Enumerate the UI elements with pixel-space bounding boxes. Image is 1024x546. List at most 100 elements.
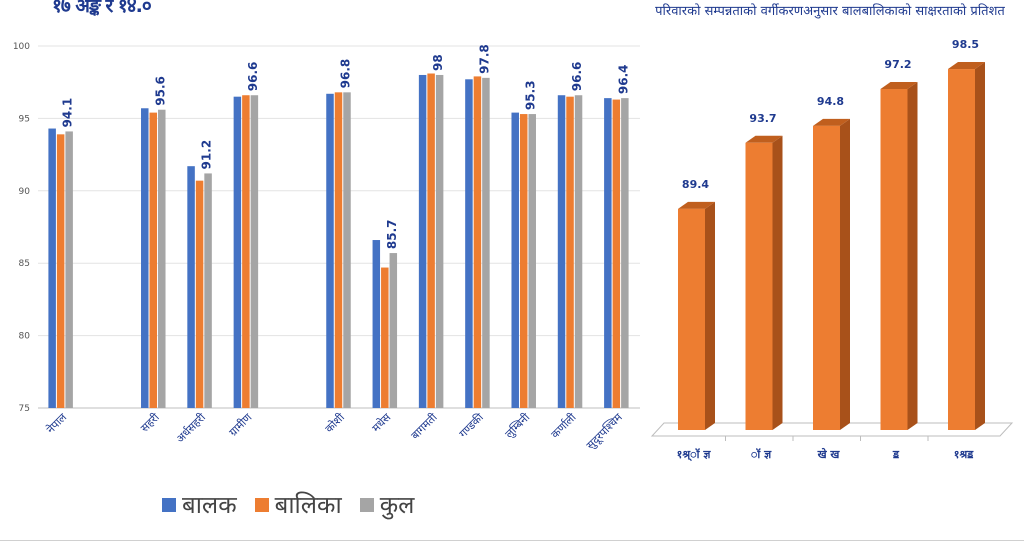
category-label-8: बागमती (409, 411, 440, 442)
bar-girls-6 (334, 92, 343, 408)
data-label-0: 94.1 (61, 98, 75, 128)
bar-boys-4 (233, 96, 242, 409)
bar-girls-7 (381, 267, 389, 408)
bar-boys-11 (557, 95, 566, 409)
bar3d-front-4 (948, 69, 975, 430)
bar3d-side-2 (840, 118, 850, 430)
bar-boys-6 (326, 93, 334, 408)
y-tick-label: 95 (19, 114, 30, 124)
bar-total-2 (158, 109, 166, 408)
data-label-10: 95.3 (524, 80, 538, 110)
bar-girls-12 (612, 99, 621, 409)
bar-girls-10 (519, 114, 528, 408)
bar-total-8 (435, 74, 444, 409)
bar-boys-2 (141, 108, 149, 408)
category-label-3: अर्धसहरी (174, 411, 209, 446)
legend-label-total: कुल (379, 491, 415, 519)
data-label-8: 98 (431, 54, 445, 71)
data-label-4: 96.6 (246, 62, 260, 92)
bar3d-data-label-1: 93.7 (749, 112, 776, 125)
bar-boys-7 (372, 240, 381, 408)
bar3d-category-label-3: ॾ (892, 448, 900, 461)
bar-total-11 (574, 95, 583, 409)
y-tick-label: 75 (19, 404, 30, 414)
legend-item-girls: बालिका (254, 488, 342, 521)
bar3d-data-label-0: 89.4 (682, 178, 709, 191)
bar3d-top-1 (745, 135, 783, 143)
category-label-2: सहरी (138, 411, 162, 435)
bar-girls-11 (566, 96, 574, 409)
legend-item-total: कुल (359, 488, 415, 521)
data-label-3: 91.2 (200, 140, 214, 170)
bar-total-4 (250, 95, 259, 409)
bar3d-front-2 (813, 125, 840, 430)
bar-girls-9 (473, 76, 482, 409)
bar3d-front-1 (745, 142, 773, 430)
bar3d-front-0 (678, 208, 705, 430)
category-label-9: गण्डकी (457, 411, 487, 441)
bar-boys-3 (187, 166, 195, 408)
bar-total-12 (621, 98, 629, 409)
bar3d-category-label-4: १श्रॾ (954, 448, 975, 461)
bar-boys-9 (465, 79, 473, 408)
y-tick-label: 100 (13, 42, 30, 52)
bar-boys-10 (511, 112, 519, 408)
legend: बालक बालिका कुल (162, 488, 414, 521)
bar3d-side-1 (772, 135, 783, 430)
bar3d-top-0 (678, 201, 715, 209)
bar-boys-8 (418, 74, 427, 409)
bar-boys-12 (604, 98, 612, 409)
data-label-11: 96.6 (570, 62, 584, 92)
bar-girls-2 (149, 112, 158, 408)
right-chart-title: परिवारको सम्पन्नताको वर्गीकरणअनुसार बालब… (655, 4, 1005, 19)
legend-label-girls: बालिका (274, 491, 342, 519)
category-label-4: ग्रामीण (227, 410, 256, 439)
chart-header-partial: १७ अङ्क र १४.० (52, 0, 152, 17)
bar-total-10 (528, 114, 536, 408)
bar3d-top-3 (880, 82, 918, 90)
bar3d-top-2 (813, 118, 850, 126)
y-tick-label: 90 (19, 187, 31, 197)
data-label-12: 96.4 (616, 65, 630, 95)
bar-total-3 (204, 173, 212, 408)
bar3d-side-0 (705, 201, 715, 430)
bar3d-top-4 (948, 62, 985, 70)
bar3d-front-3 (880, 89, 908, 431)
bar3d-side-4 (975, 62, 985, 430)
bar3d-side-3 (907, 82, 918, 431)
bar3d-category-label-0: १श्र्ॉ ज्ञ (677, 448, 712, 462)
footer-divider (0, 540, 1024, 541)
category-label-12: सुदूरपश्चिम (584, 411, 626, 453)
bar-boys-0 (48, 128, 56, 408)
category-label-7: मधेस (370, 411, 394, 435)
category-label-10: लुम्बिनी (503, 411, 533, 441)
bar-girls-0 (56, 134, 65, 408)
legend-swatch-girls (254, 497, 269, 512)
legend-swatch-boys (162, 497, 176, 512)
bar-total-6 (343, 92, 351, 408)
bar-total-7 (389, 253, 398, 408)
bar-girls-3 (195, 180, 204, 408)
bar3d-data-label-4: 98.5 (952, 38, 979, 51)
data-label-9: 97.8 (477, 44, 491, 74)
category-label-6: कोशी (323, 411, 348, 436)
y-tick-label: 85 (19, 259, 30, 269)
legend-label-boys: बालक (182, 491, 237, 519)
bar-total-9 (482, 77, 490, 408)
floor-plane (650, 422, 1014, 437)
bar3d-category-label-1: ॉ ज्ञ (751, 448, 772, 461)
y-tick-label: 80 (19, 332, 31, 342)
legend-item-boys: बालक (162, 488, 237, 521)
bar3d-data-label-3: 97.2 (884, 58, 911, 71)
bar3d-data-label-2: 94.8 (817, 95, 844, 108)
bar3d-category-label-2: खे ख (817, 447, 841, 461)
bar-girls-8 (427, 73, 435, 409)
data-label-7: 85.7 (385, 219, 399, 249)
category-label-11: कर्णाली (549, 411, 579, 441)
legend-swatch-total (359, 497, 374, 512)
category-label-0: नेपाल (44, 411, 70, 437)
data-label-2: 95.6 (153, 76, 167, 106)
data-label-6: 96.8 (339, 59, 353, 89)
bar-total-0 (65, 131, 73, 408)
